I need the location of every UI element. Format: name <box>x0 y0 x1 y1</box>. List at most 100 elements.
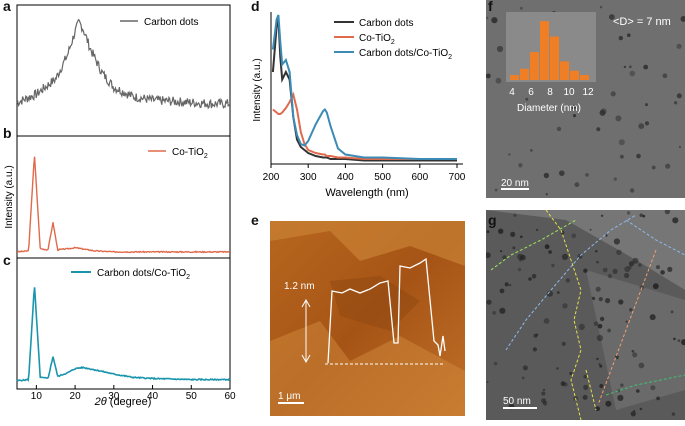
particle <box>620 154 624 159</box>
particle <box>623 65 627 69</box>
particle <box>589 228 592 231</box>
particle <box>605 400 612 407</box>
particle <box>598 363 601 366</box>
particle <box>673 337 676 341</box>
particle <box>600 214 604 217</box>
particle <box>491 17 498 24</box>
xrd-frame <box>16 4 231 390</box>
tem-image-f: 4 6 8 10 12 Diameter (nm) <D> = 7 nm 20 nm <box>486 0 685 198</box>
particle <box>542 388 546 391</box>
particle <box>671 412 676 416</box>
particle <box>593 321 599 326</box>
particle <box>636 389 640 393</box>
particle <box>530 149 533 152</box>
uv-x-tick-label: 500 <box>374 172 391 183</box>
particle <box>517 253 524 260</box>
particle <box>496 45 504 53</box>
particle <box>599 109 606 116</box>
particle <box>631 350 635 353</box>
particle <box>618 139 625 146</box>
particle <box>599 383 604 389</box>
particle <box>596 334 603 342</box>
particle <box>629 70 636 77</box>
particle <box>628 261 635 267</box>
particle <box>518 163 523 168</box>
particle <box>667 266 673 272</box>
particle <box>645 103 648 107</box>
particle <box>551 263 555 268</box>
uv-x-tick-label: 700 <box>449 172 465 183</box>
particle <box>495 77 502 84</box>
particle <box>605 298 611 304</box>
particle <box>650 385 656 391</box>
uv-composite-line <box>271 14 457 160</box>
particle <box>502 255 507 260</box>
tem-g-scale-label: 50 nm <box>503 396 531 407</box>
afm-scale-label: 1 μm <box>278 391 300 402</box>
hist-bars <box>510 21 589 81</box>
hist-bar <box>560 61 569 80</box>
particle <box>583 268 588 273</box>
particle <box>508 153 511 156</box>
particle <box>638 362 645 369</box>
tem-f-scale-label: 20 nm <box>501 178 529 189</box>
particle <box>638 123 645 129</box>
uv-vis-chart: 200 300 400 500 600 700 Carbon dots Co-TiO2 C… <box>252 12 465 199</box>
panel-letter-a: a <box>3 0 11 14</box>
carbon-dots-xrd-trace <box>16 18 231 110</box>
particle <box>545 193 548 196</box>
uv-x-tick-label: 300 <box>300 172 317 183</box>
particle <box>676 43 682 49</box>
particle <box>636 153 641 159</box>
uv-x-axis-label: Wavelength (nm) <box>325 187 408 199</box>
particle <box>618 35 623 41</box>
composite-xrd-trace <box>16 287 231 382</box>
tem-g-svg: 50 nm <box>486 210 685 420</box>
particle <box>626 211 631 215</box>
particle <box>677 339 681 342</box>
particle <box>651 165 656 170</box>
uv-y-axis-label: Intensity (a.u.) <box>252 58 263 121</box>
xrd-x-tick-label: 10 <box>31 391 43 402</box>
particle <box>613 177 617 181</box>
particle <box>486 299 492 305</box>
particle <box>678 145 681 149</box>
particle <box>612 268 618 274</box>
particle <box>624 272 630 279</box>
uv-x-tick-label: 400 <box>337 172 354 183</box>
uv-x-ticks: 200 300 400 500 600 700 <box>263 164 465 183</box>
particle <box>535 333 539 337</box>
particle <box>625 320 628 323</box>
xrd-x-tick-label: 20 <box>70 391 82 402</box>
particle <box>541 398 547 404</box>
particle <box>493 361 498 366</box>
particle <box>585 173 589 177</box>
particle <box>628 265 632 269</box>
particle <box>607 328 611 333</box>
afm-height-profile <box>327 257 446 364</box>
particle <box>574 182 580 188</box>
particle <box>629 308 633 312</box>
particle <box>597 324 603 329</box>
particle <box>595 250 598 253</box>
particle <box>632 352 638 358</box>
particle <box>652 283 659 290</box>
tem-f-svg: 4 6 8 10 12 Diameter (nm) <D> = 7 nm 20 nm <box>486 0 685 198</box>
sheet-edge-blue-2 <box>625 219 685 256</box>
particle <box>532 347 537 352</box>
uv-x-tick-label: 600 <box>411 172 428 183</box>
particle <box>508 284 512 287</box>
xrd-figure: 10 20 30 40 50 60 Carbon dots Co-TiO2 Carbon … <box>4 4 236 408</box>
co-tio2-xrd-trace <box>17 156 231 254</box>
particle <box>615 115 622 122</box>
xrd-x-tick-label: 60 <box>224 391 236 402</box>
particle <box>560 381 566 387</box>
particle <box>499 288 505 294</box>
tem-mean-diameter: <D> = 7 nm <box>613 16 671 28</box>
particle <box>548 250 552 254</box>
hist-bar <box>530 52 539 80</box>
particle <box>610 91 616 97</box>
tem-f-particles <box>486 6 685 196</box>
particle <box>510 231 516 237</box>
particle <box>582 394 588 400</box>
